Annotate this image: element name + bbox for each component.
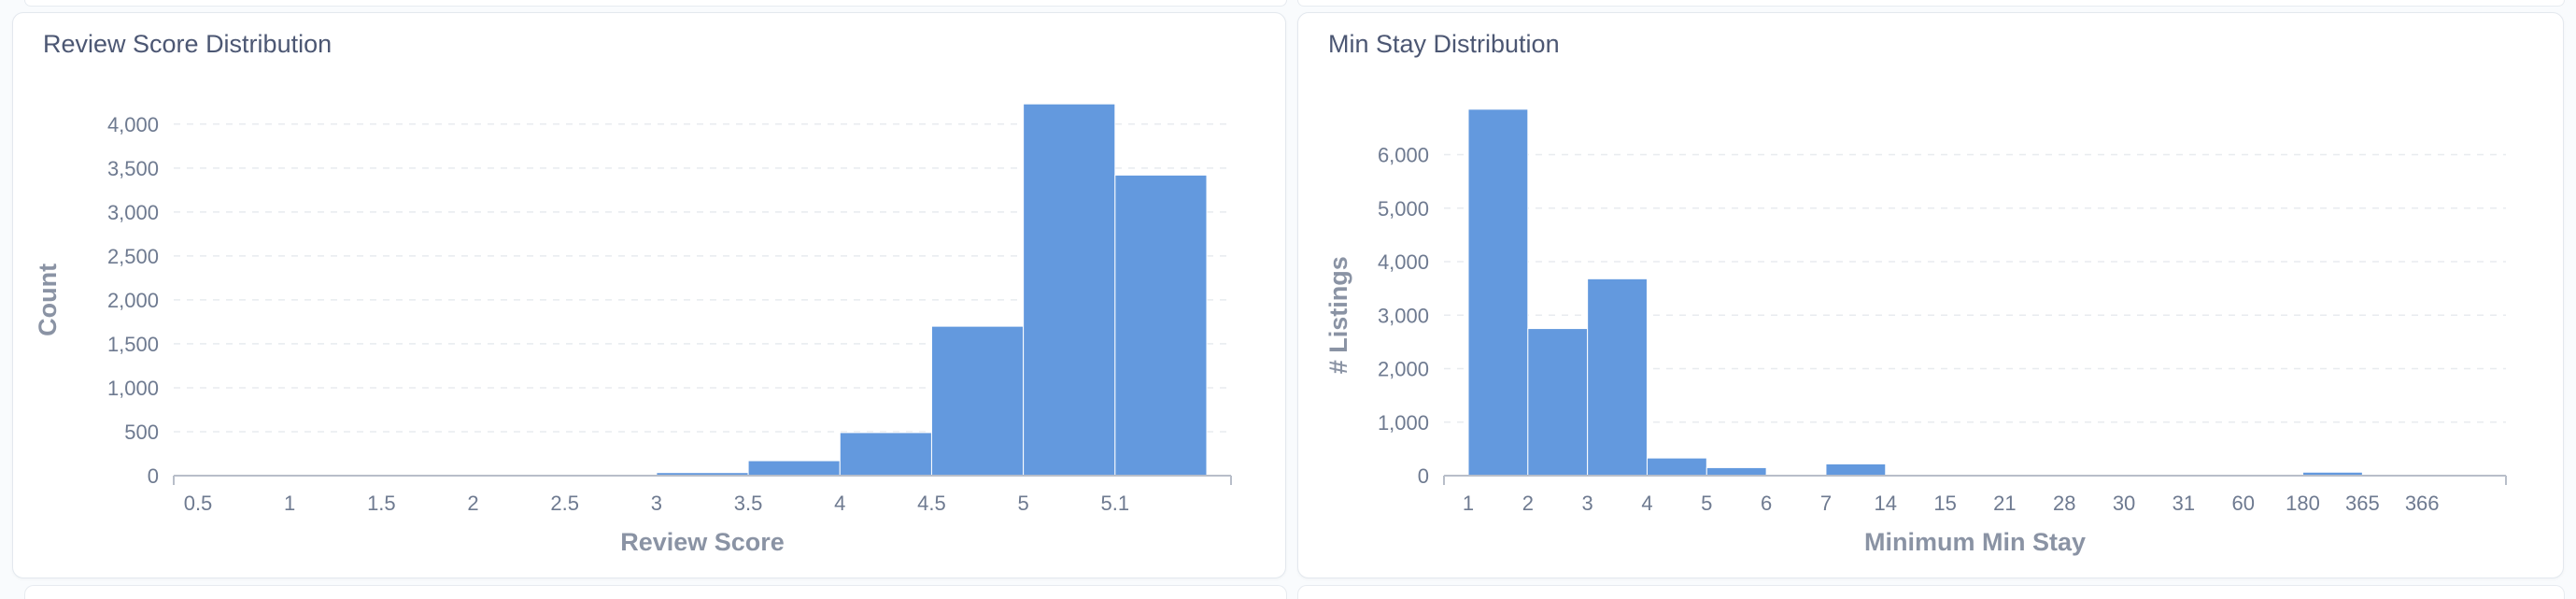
- card-bottom-edge-left: [24, 585, 1287, 599]
- y-tick-label: 3,000: [107, 201, 159, 224]
- y-axis-title: Count: [34, 264, 62, 336]
- card-top-edge-left: [24, 0, 1287, 7]
- y-tick-label: 6,000: [1378, 144, 1429, 167]
- x-tick-label: 180: [2286, 492, 2320, 515]
- y-axis-title: # Listings: [1324, 256, 1352, 374]
- x-tick-label: 7: [1820, 492, 1832, 515]
- x-tick-label: 60: [2231, 492, 2254, 515]
- y-tick-label: 2,500: [107, 245, 159, 268]
- bar: [1114, 174, 1208, 477]
- x-tick-label: 365: [2345, 492, 2380, 515]
- y-tick-label: 2,000: [1378, 358, 1429, 381]
- x-tick-label: 4: [1641, 492, 1652, 515]
- x-tick-label: 4: [834, 492, 845, 515]
- y-tick-label: 1,000: [1378, 411, 1429, 435]
- x-tick-label: 0.5: [184, 492, 213, 515]
- card-bottom-edge-right: [1297, 585, 2565, 599]
- x-tick-label: 2: [1522, 492, 1534, 515]
- x-axis-title: Minimum Min Stay: [1864, 528, 2086, 556]
- y-tick-label: 4,000: [107, 113, 159, 136]
- y-tick-label: 3,000: [1378, 304, 1429, 327]
- min-stay-card: Min Stay Distribution 0 1,000 2,000 3,000 4,…: [1297, 12, 2564, 578]
- review-score-card: Review Score Distribution 0 500 1,000 1,500…: [12, 12, 1286, 578]
- bar: [1587, 278, 1648, 477]
- y-tick-label: 4,000: [1378, 250, 1429, 274]
- y-tick-label: 1,500: [107, 333, 159, 356]
- bar: [1467, 108, 1529, 477]
- x-tick-label: 14: [1875, 492, 1897, 515]
- y-tick-label: 3,500: [107, 157, 159, 180]
- x-tick-label: 1: [284, 492, 295, 515]
- x-tick-label: 30: [2113, 492, 2135, 515]
- y-tick-label: 0: [1418, 464, 1429, 488]
- bar: [1527, 328, 1589, 477]
- bar: [839, 432, 932, 477]
- y-tick-label: 500: [124, 421, 159, 444]
- x-tick-label: 2: [467, 492, 478, 515]
- x-tick-label: 5: [1018, 492, 1029, 515]
- y-tick-label: 0: [148, 464, 159, 488]
- x-tick-label: 4.5: [917, 492, 946, 515]
- x-tick-label: 15: [1933, 492, 1956, 515]
- bar: [1646, 457, 1707, 477]
- bar: [1706, 466, 1767, 477]
- x-tick-label: 31: [2173, 492, 2195, 515]
- bar: [1825, 463, 1887, 477]
- bar: [747, 460, 841, 477]
- x-tick-label: 28: [2053, 492, 2075, 515]
- review-score-chart: 0 500 1,000 1,500 2,000 2,500 3,000 3,500 4,000 0…: [34, 103, 1232, 556]
- x-tick-label: 366: [2405, 492, 2440, 515]
- x-tick-label: 5: [1701, 492, 1712, 515]
- y-tick-label: 1,000: [107, 377, 159, 400]
- x-tick-label: 1: [1463, 492, 1474, 515]
- bar: [930, 325, 1025, 477]
- bar: [1023, 103, 1116, 477]
- x-axis-title: Review Score: [620, 528, 785, 556]
- card-top-edge-right: [1297, 0, 2565, 7]
- x-tick-label: 3.5: [734, 492, 763, 515]
- x-tick-label: 3: [1582, 492, 1593, 515]
- x-tick-label: 3: [651, 492, 662, 515]
- x-tick-label: 6: [1761, 492, 1772, 515]
- chart-title[interactable]: Review Score Distribution: [43, 30, 333, 58]
- y-tick-label: 5,000: [1378, 197, 1429, 221]
- min-stay-chart: 0 1,000 2,000 3,000 4,000 5,000 6,000 1 2 3 4 5 6 7 14…: [1324, 108, 2507, 556]
- x-tick-label: 5.1: [1101, 492, 1130, 515]
- x-tick-label: 21: [1993, 492, 2016, 515]
- x-tick-label: 2.5: [550, 492, 579, 515]
- chart-title[interactable]: Min Stay Distribution: [1328, 30, 1560, 58]
- x-tick-label: 1.5: [367, 492, 396, 515]
- y-tick-label: 2,000: [107, 289, 159, 312]
